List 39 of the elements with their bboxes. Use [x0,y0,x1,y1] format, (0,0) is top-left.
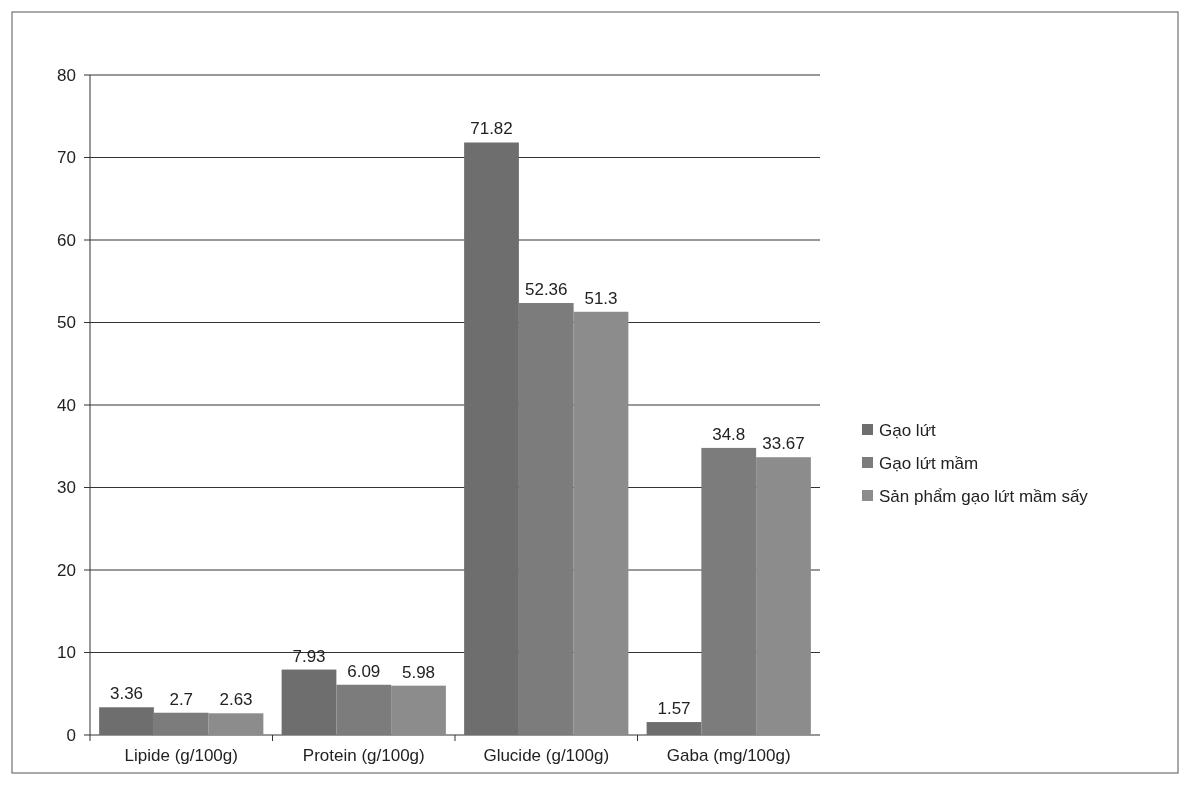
x-tick-label: Lipide (g/100g) [124,746,238,766]
y-tick-label: 70 [57,148,76,168]
bar [208,713,264,735]
data-label: 5.98 [401,662,436,682]
y-tick-label: 0 [66,725,76,745]
bar [281,669,337,735]
y-tick-label: 10 [57,643,76,663]
bar [518,303,574,735]
bar [336,684,392,735]
bar [464,142,519,735]
bar [391,685,446,735]
data-label: 2.63 [219,690,253,710]
bar [99,707,154,735]
x-tick-label: Protein (g/100g) [302,746,425,766]
y-tick-label: 50 [57,313,76,333]
y-tick-label: 20 [57,560,76,580]
y-tick-label: 40 [57,395,76,415]
legend-label: Sản phẩm gạo lứt mầm sấy [879,486,1089,506]
data-label: 6.09 [347,661,381,681]
bar [153,712,209,735]
data-label: 71.82 [470,119,513,139]
data-label: 34.8 [712,424,746,444]
legend-label: Gạo lứt mầm [879,453,979,473]
legend-label: Gạo lứt [879,420,937,440]
x-tick-label: Gaba (mg/100g) [666,746,791,766]
data-label: 52.36 [524,280,568,300]
data-label: 3.36 [109,684,144,704]
data-label: 33.67 [762,434,805,454]
x-tick-label: Glucide (g/100g) [483,746,610,766]
bar [756,457,811,735]
bar [573,311,629,735]
data-label: 1.57 [657,699,691,719]
y-tick-label: 60 [57,230,76,250]
bar [646,722,702,735]
y-tick-label: 80 [57,65,76,85]
data-label: 2.7 [169,689,194,709]
y-tick-label: 30 [57,478,76,498]
data-label: 51.3 [584,288,618,308]
bar [701,447,757,735]
